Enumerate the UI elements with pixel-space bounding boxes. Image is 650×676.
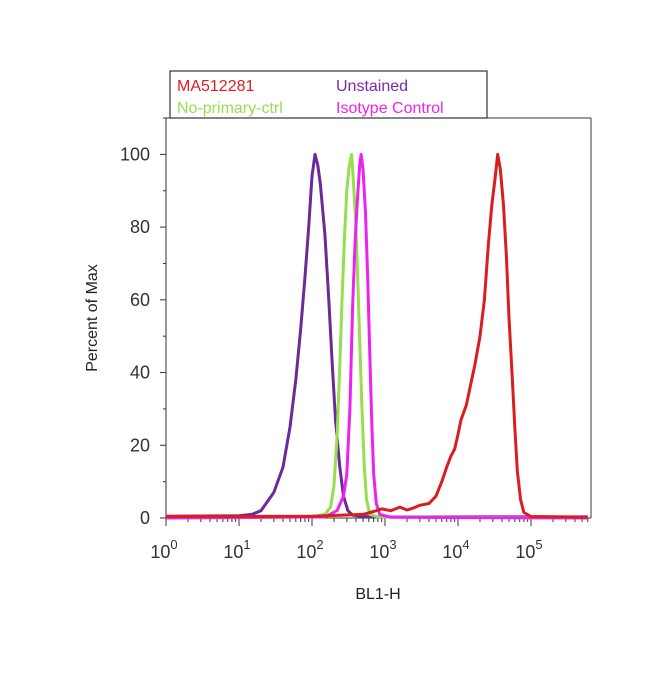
y-axis: 0 20 40 60 80 100 <box>120 117 167 528</box>
y-tick-label: 0 <box>140 508 150 528</box>
x-tick-label: 100 <box>150 537 177 562</box>
y-tick-label: 60 <box>130 290 150 310</box>
series-line-ma512281 <box>165 152 588 519</box>
x-tick-label: 105 <box>515 537 542 562</box>
y-tick-label: 100 <box>120 144 150 164</box>
legend-entry-isotype-control: Isotype Control <box>336 100 444 117</box>
series-line-no-primary-ctrl <box>165 152 588 520</box>
x-axis-label: BL1-H <box>355 586 400 603</box>
y-axis-label: Percent of Max <box>84 264 101 372</box>
y-tick-label: 20 <box>130 435 150 455</box>
x-tick-label: 101 <box>223 537 250 562</box>
legend-entry-no-primary-ctrl: No-primary-ctrl <box>177 100 283 117</box>
y-tick-label: 80 <box>130 217 150 237</box>
x-tick-label: 103 <box>369 537 396 562</box>
legend-entry-ma512281: MA512281 <box>177 78 254 95</box>
y-tick-label: 40 <box>130 363 150 383</box>
x-tick-label: 104 <box>442 537 469 562</box>
x-tick-label: 102 <box>296 537 323 562</box>
x-axis: 100 101 102 103 104 105 <box>150 517 591 562</box>
legend: MA512281 Unstained No-primary-ctrl Isoty… <box>169 70 488 119</box>
legend-entry-unstained: Unstained <box>336 78 408 95</box>
series-group <box>165 152 588 520</box>
series-line-unstained <box>165 152 588 519</box>
series-line-isotype-control <box>165 152 588 520</box>
